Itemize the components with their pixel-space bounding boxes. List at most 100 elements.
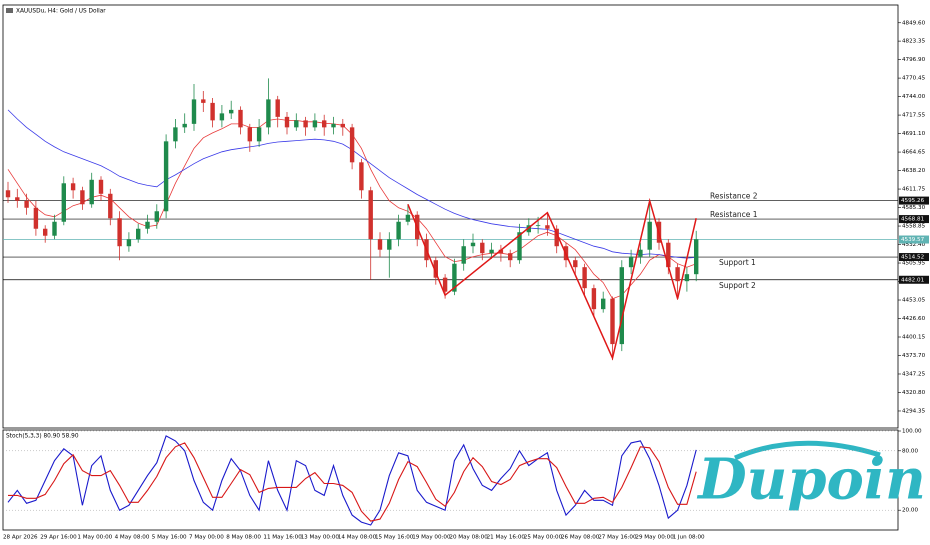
x-tick-label: 21 May 16:00	[487, 535, 526, 541]
candle-body	[229, 109, 234, 114]
candle-body	[480, 242, 485, 254]
candle-body	[219, 113, 225, 121]
candle-body	[601, 298, 606, 310]
candle-body	[452, 263, 457, 292]
x-tick-label: 19 May 00:00	[412, 535, 451, 541]
candle-body	[526, 225, 531, 233]
level-price-box	[899, 196, 929, 205]
candle-body	[163, 141, 169, 212]
y-tick-label: 4453.05	[902, 298, 926, 304]
x-tick-label: 11 May 16:00	[263, 535, 302, 541]
candle-body	[573, 260, 578, 268]
candle-body	[545, 225, 550, 229]
y-tick-label: 4558.85	[902, 224, 926, 230]
stoch-line	[7, 435, 697, 526]
y-tick-label: 4373.70	[902, 353, 926, 359]
candle-body	[52, 221, 57, 236]
candle-body	[126, 239, 132, 247]
candle-body	[256, 127, 262, 142]
candle-body	[461, 246, 466, 264]
y-tick-label: 20.00	[902, 508, 918, 514]
y-tick-label: 4505.95	[902, 261, 926, 267]
candle-body	[275, 99, 280, 117]
y-tick-label: 4849.60	[902, 20, 926, 26]
candle-body	[247, 127, 252, 142]
candle-body	[694, 239, 699, 275]
candle-body	[638, 249, 643, 257]
y-tick-label: 4426.60	[902, 316, 926, 322]
y-tick-label: 4638.20	[902, 168, 926, 174]
x-tick-label: 1 May 00:00	[77, 535, 112, 541]
x-tick-label: 27 May 16:00	[598, 535, 637, 541]
y-tick-label: 4717.55	[902, 113, 926, 119]
stoch-title: Stoch(5,3,3) 80.90 58.90	[6, 434, 79, 440]
y-tick-label: 4347.25	[902, 371, 926, 377]
y-tick-label: 4770.45	[902, 76, 926, 82]
candle-body	[303, 120, 308, 128]
current-price: 4539.57	[901, 237, 925, 243]
level-price: 4514.52	[901, 255, 924, 261]
candle-body	[517, 232, 522, 261]
level-label: Support 2	[719, 281, 756, 290]
candle-body	[238, 109, 243, 128]
candle-body	[684, 274, 690, 282]
candle-body	[359, 162, 364, 191]
level-price: 4568.81	[901, 217, 925, 223]
candle-body	[80, 190, 85, 205]
y-tick-label: 4611.75	[902, 187, 926, 193]
x-tick-label: 8 May 08:00	[226, 535, 261, 541]
x-tick-label: 29 Apr 16:00	[40, 535, 77, 541]
candle-body	[98, 179, 104, 194]
y-tick-label: 4744.00	[902, 94, 926, 100]
y-tick-label: 100.00	[902, 429, 922, 435]
level-price-box	[899, 275, 929, 284]
candle-body	[117, 218, 122, 247]
x-tick-label: 5 May 16:00	[152, 535, 187, 541]
candle-body	[349, 127, 355, 163]
level-label: Resistance 1	[710, 210, 758, 219]
candle-body	[619, 267, 624, 345]
candle-body	[266, 99, 271, 128]
y-tick-label: 80.00	[902, 448, 918, 454]
x-tick-label: 14 May 08:00	[338, 535, 377, 541]
symbol-icon	[6, 8, 13, 13]
candle-body	[470, 242, 476, 247]
y-tick-label: 4532.40	[902, 242, 926, 248]
x-tick-label: 4 May 08:00	[115, 535, 150, 541]
candle-body	[312, 120, 318, 128]
candle-body	[535, 225, 541, 227]
y-tick-label: 4400.15	[902, 335, 926, 341]
watermark-swoosh	[734, 440, 881, 461]
x-tick-label: 13 May 00:00	[301, 535, 340, 541]
candle-body	[108, 193, 113, 219]
candle-body	[340, 123, 345, 128]
candle-body	[154, 211, 159, 222]
x-tick-label: 15 May 16:00	[375, 535, 414, 541]
level-price-box	[899, 215, 929, 224]
candle-body	[498, 249, 504, 254]
y-tick-label: 4796.90	[902, 57, 926, 63]
x-tick-label: 26 May 08:00	[561, 535, 600, 541]
candle-body	[508, 253, 513, 261]
level-price: 4595.26	[901, 198, 925, 204]
x-tick-label: 1 Jun 08:00	[673, 535, 705, 541]
y-tick-label: 4294.35	[902, 408, 926, 414]
candle-body	[43, 228, 48, 236]
candle-body	[284, 116, 290, 128]
candle-body	[591, 288, 597, 310]
x-tick-label: 7 May 00:00	[189, 535, 224, 541]
y-tick-label: 4691.10	[902, 131, 926, 137]
y-tick-label: 4664.65	[902, 150, 926, 156]
candle-body	[61, 183, 66, 222]
candle-body	[136, 228, 141, 240]
candle-body	[675, 267, 680, 282]
candle-body	[666, 242, 671, 268]
candle-body	[70, 183, 76, 191]
candle-body	[610, 298, 615, 345]
level-label: Resistance 2	[710, 192, 758, 201]
y-tick-label: 4823.35	[902, 39, 926, 45]
candle-body	[442, 277, 448, 292]
candle-body	[294, 120, 299, 128]
y-tick-label: 4585.30	[902, 205, 926, 211]
